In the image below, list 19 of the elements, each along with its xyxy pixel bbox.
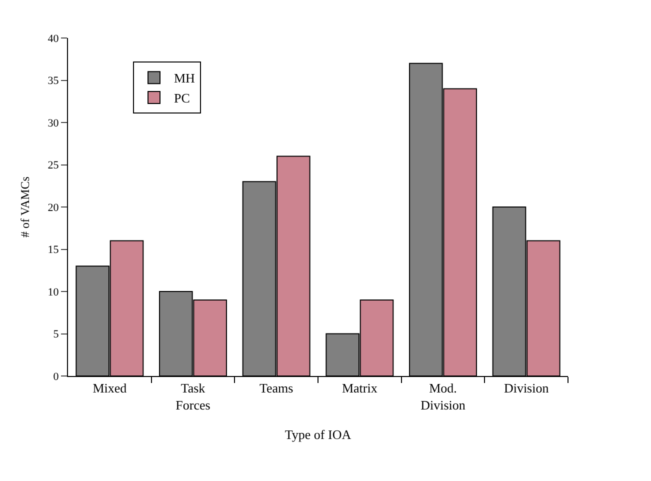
y-tick-label: 0: [53, 370, 60, 383]
y-tick-label: 40: [48, 32, 60, 45]
y-tick-label: 20: [48, 202, 60, 214]
x-tick-label: Task Forces: [176, 380, 210, 412]
y-axis-title: # of VAMCs: [18, 176, 32, 238]
x-tick-label: Teams: [259, 380, 294, 396]
y-tick-label: 30: [48, 117, 60, 130]
y-tick-label: 10: [48, 286, 60, 298]
y-tick-label: 5: [53, 328, 60, 341]
x-tick-label: Division: [504, 380, 550, 396]
x-axis-title: Type of IOA: [284, 427, 352, 442]
x-tick-label: Mod. Division: [420, 380, 466, 412]
legend-label: MH: [174, 70, 195, 86]
y-tick-label: 15: [48, 244, 60, 256]
x-tick-label: Matrix: [342, 380, 378, 396]
legend-label: PC: [174, 90, 190, 106]
x-tick-label: Mixed: [92, 380, 128, 396]
y-tick-label: 25: [48, 160, 60, 172]
y-tick-label: 35: [48, 75, 60, 88]
